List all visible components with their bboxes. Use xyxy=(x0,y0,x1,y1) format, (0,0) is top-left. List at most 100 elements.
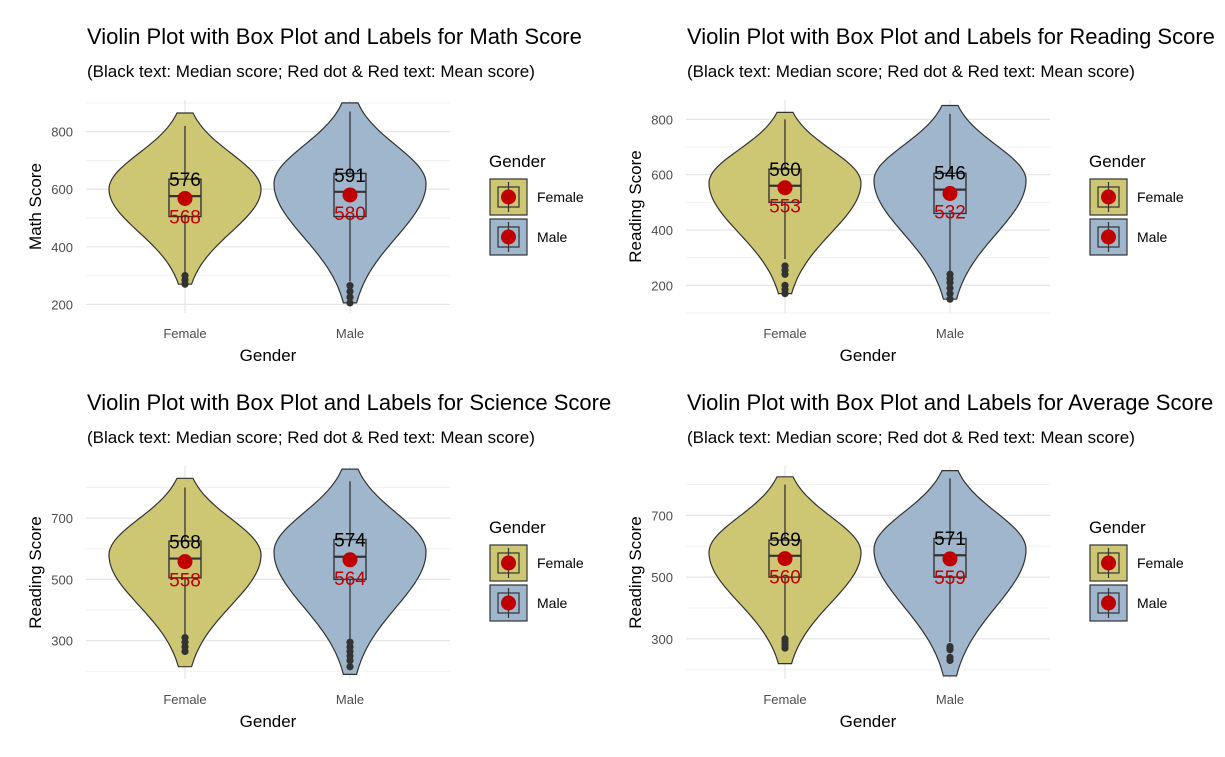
y-tick-label: 500 xyxy=(651,570,673,585)
mean-label: 532 xyxy=(934,202,966,223)
violin-male xyxy=(273,102,427,304)
x-axis-title: Gender xyxy=(840,712,897,731)
y-tick-label: 600 xyxy=(651,168,673,183)
legend-label: Female xyxy=(1137,555,1184,571)
y-tick-label: 700 xyxy=(651,508,673,523)
violin-group-female: 568 558 xyxy=(108,477,262,668)
y-tick-label: 400 xyxy=(651,223,673,238)
outlier-point xyxy=(346,282,354,290)
outlier-point xyxy=(346,287,354,296)
outlier-point xyxy=(181,271,189,280)
outlier-point xyxy=(946,290,954,298)
median-label: 546 xyxy=(934,164,966,185)
legend-key-female xyxy=(489,544,528,582)
x-axis-title: Gender xyxy=(840,346,897,365)
x-tick-label: Female xyxy=(163,692,206,707)
y-axis-title: Reading Score xyxy=(626,150,645,262)
outlier-point xyxy=(346,293,354,301)
legend-key-female xyxy=(1089,178,1128,216)
violin-group-female: 560 553 xyxy=(708,111,862,298)
outlier-point xyxy=(346,663,354,671)
y-tick-label: 500 xyxy=(51,572,73,587)
outlier-point xyxy=(781,281,789,289)
box-iqr xyxy=(933,537,967,578)
chart-title: Violin Plot with Box Plot and Labels for… xyxy=(87,390,611,415)
legend-box xyxy=(497,226,520,248)
violin-group-male: 546 532 xyxy=(873,104,1027,303)
legend-box xyxy=(497,186,520,208)
y-tick-label: 800 xyxy=(51,125,73,140)
median-label: 576 xyxy=(169,170,201,191)
legend-key-male xyxy=(1089,218,1128,256)
mean-point xyxy=(342,187,358,203)
legend-label: Male xyxy=(1137,229,1168,245)
violin-male xyxy=(873,104,1027,300)
mean-point xyxy=(777,180,793,196)
box-iqr xyxy=(333,172,367,218)
outlier-point xyxy=(946,642,954,651)
mean-point xyxy=(942,551,958,567)
x-tick-label: Female xyxy=(763,692,806,707)
mean-point xyxy=(777,551,793,567)
median-label: 591 xyxy=(334,166,366,187)
y-tick-label: 700 xyxy=(51,511,73,526)
median-label: 571 xyxy=(934,529,966,550)
box-iqr xyxy=(768,539,802,578)
outlier-point xyxy=(781,635,789,643)
outlier-point xyxy=(946,295,954,303)
legend-box xyxy=(1097,186,1120,208)
chart-title: Violin Plot with Box Plot and Labels for… xyxy=(687,24,1215,49)
chart-subtitle: (Black text: Median score; Red dot & Red… xyxy=(687,62,1135,81)
median-label: 569 xyxy=(769,530,801,551)
legend-key-male xyxy=(489,218,528,256)
mean-label: 558 xyxy=(169,571,201,592)
chart-subtitle: (Black text: Median score; Red dot & Red… xyxy=(87,62,535,81)
outlier-point xyxy=(946,270,954,278)
y-tick-label: 300 xyxy=(51,634,73,649)
legend-mean-point xyxy=(501,555,516,571)
legend-mean-point xyxy=(501,595,516,611)
x-tick-label: Male xyxy=(336,326,364,341)
mean-point xyxy=(177,190,193,206)
outlier-point xyxy=(181,634,189,642)
legend-label: Male xyxy=(1137,595,1168,611)
legend-key-male xyxy=(1089,584,1128,622)
violin-group-male: 591 580 xyxy=(273,102,427,307)
legend-label: Male xyxy=(537,229,568,245)
legend-key-female xyxy=(489,178,528,216)
violin-male xyxy=(273,468,427,675)
mean-label: 580 xyxy=(334,204,366,225)
legend-mean-point xyxy=(1101,595,1116,611)
box-iqr xyxy=(333,538,367,581)
legend: Gender Female Male xyxy=(1089,152,1184,256)
x-tick-label: Female xyxy=(763,326,806,341)
legend-box xyxy=(1097,226,1120,248)
violin-group-female: 576 568 xyxy=(108,112,262,288)
legend-title: Gender xyxy=(1089,518,1146,537)
y-axis-title: Reading Score xyxy=(26,516,45,628)
box-iqr xyxy=(168,178,202,218)
legend-box xyxy=(1097,552,1120,574)
outlier-point xyxy=(946,284,954,292)
legend-label: Female xyxy=(537,189,584,205)
median-label: 560 xyxy=(769,160,801,181)
y-tick-label: 400 xyxy=(51,240,73,255)
legend-mean-point xyxy=(1101,189,1116,205)
outlier-point xyxy=(346,638,354,646)
legend-mean-point xyxy=(501,229,516,245)
legend-box xyxy=(497,592,520,614)
x-tick-label: Female xyxy=(163,326,206,341)
legend-label: Male xyxy=(537,595,568,611)
mean-label: 553 xyxy=(769,197,801,218)
violin-group-male: 571 559 xyxy=(873,470,1027,677)
violin-group-female: 569 560 xyxy=(708,476,862,665)
outlier-point xyxy=(946,653,954,661)
chart-title: Violin Plot with Box Plot and Labels for… xyxy=(687,390,1213,415)
median-label: 574 xyxy=(334,531,366,552)
mean-label: 568 xyxy=(169,207,201,228)
legend-box xyxy=(497,552,520,574)
science-score-chart: Violin Plot with Box Plot and Labels for… xyxy=(26,390,611,731)
box-iqr xyxy=(933,172,967,215)
y-tick-label: 200 xyxy=(651,278,673,293)
violin-male xyxy=(873,470,1027,677)
